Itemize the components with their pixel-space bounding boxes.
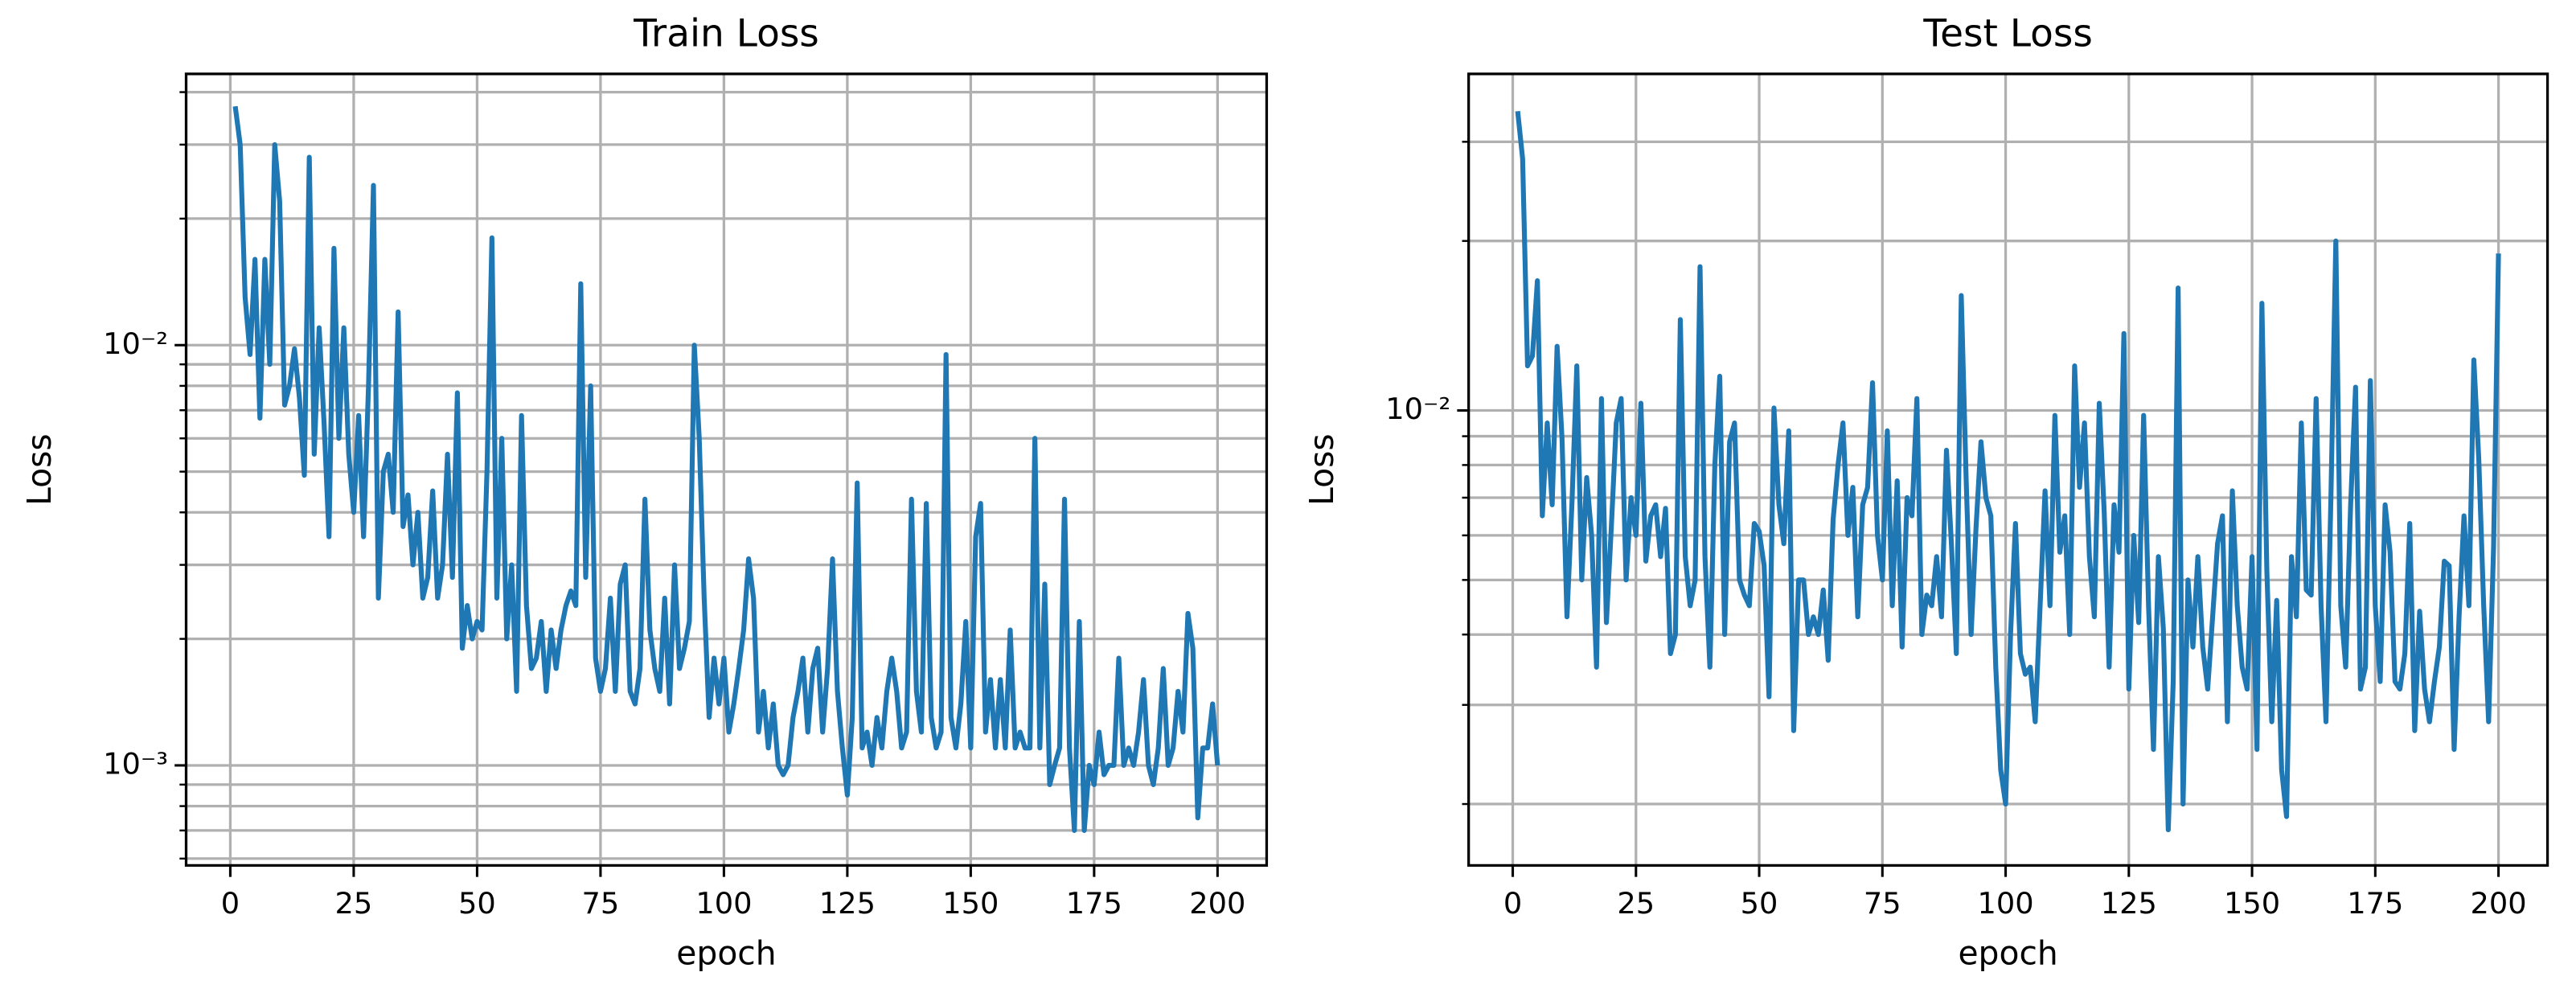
y-tick-label: 10⁻³ bbox=[103, 746, 168, 781]
x-tick-label: 0 bbox=[221, 886, 240, 921]
x-tick-label: 200 bbox=[2471, 886, 2527, 921]
x-tick-label: 75 bbox=[582, 886, 620, 921]
x-tick-label: 125 bbox=[2101, 886, 2157, 921]
axes-frame bbox=[1467, 72, 2549, 868]
x-tick-label: 150 bbox=[2224, 886, 2280, 921]
x-tick-label: 25 bbox=[1617, 886, 1655, 921]
x-axis-label: epoch bbox=[676, 934, 776, 973]
y-tick-label: 10⁻² bbox=[1385, 392, 1450, 426]
x-tick-label: 150 bbox=[942, 886, 999, 921]
axes-frame bbox=[184, 72, 1269, 868]
x-tick-label: 100 bbox=[695, 886, 752, 921]
x-tick-label: 100 bbox=[1977, 886, 2033, 921]
x-tick-label: 50 bbox=[458, 886, 496, 921]
loss-line bbox=[232, 105, 1220, 833]
y-axis-label: Loss bbox=[1302, 433, 1341, 506]
x-tick-label: 25 bbox=[335, 886, 373, 921]
y-axis-label: Loss bbox=[20, 433, 59, 506]
y-tick-label: 10⁻² bbox=[103, 326, 168, 361]
chart-title: Train Loss bbox=[633, 11, 819, 55]
loss-line bbox=[1515, 110, 2501, 833]
x-tick-label: 200 bbox=[1189, 886, 1245, 921]
chart-title: Test Loss bbox=[1922, 11, 2092, 55]
x-tick-label: 0 bbox=[1503, 886, 1522, 921]
x-tick-label: 75 bbox=[1864, 886, 1901, 921]
x-tick-label: 175 bbox=[1066, 886, 1122, 921]
x-tick-label: 175 bbox=[2347, 886, 2403, 921]
x-tick-label: 50 bbox=[1741, 886, 1778, 921]
x-tick-label: 125 bbox=[819, 886, 876, 921]
x-axis-label: epoch bbox=[1958, 934, 2057, 973]
